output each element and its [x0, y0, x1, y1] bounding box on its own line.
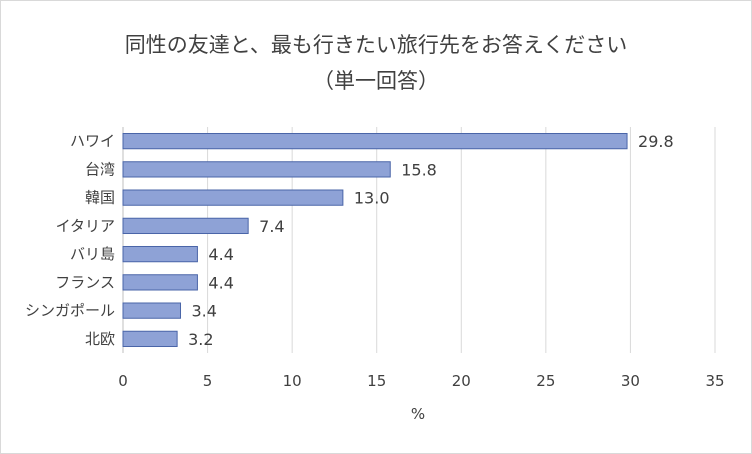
bar	[122, 330, 178, 348]
x-tick-label: 30	[621, 372, 640, 390]
data-label: 4.4	[208, 245, 233, 264]
category-label: 韓国	[85, 189, 115, 207]
x-tick-label: 25	[536, 372, 555, 390]
category-label: シンガポール	[25, 302, 115, 320]
x-tick-label: 35	[705, 372, 724, 390]
data-label: 4.4	[208, 273, 233, 292]
x-tick-label: 20	[452, 372, 471, 390]
bar	[122, 161, 391, 178]
data-label: 7.4	[259, 217, 284, 236]
x-tick-label: 0	[118, 372, 128, 390]
x-tick-label: 5	[203, 372, 213, 390]
x-tick-label: 15	[367, 372, 386, 390]
bar	[122, 189, 344, 206]
category-label: 台湾	[85, 160, 115, 178]
bar	[122, 217, 249, 235]
data-label: 3.4	[192, 302, 217, 321]
x-axis-label: %	[411, 405, 425, 423]
category-label: バリ島	[70, 245, 115, 263]
x-tick-label: 10	[283, 372, 302, 390]
bar	[122, 274, 198, 291]
category-label: 北欧	[85, 330, 115, 348]
data-label: 3.2	[188, 330, 213, 349]
bar	[122, 132, 628, 150]
data-label: 15.8	[401, 160, 437, 179]
category-label: イタリア	[56, 217, 115, 235]
chart-title: 同性の友達と、最も行きたい旅行先をお答えください	[124, 33, 628, 57]
bar	[122, 302, 182, 319]
category-label: フランス	[55, 273, 115, 291]
data-label: 29.8	[638, 132, 674, 151]
data-label: 13.0	[354, 189, 390, 208]
chart-subtitle: （単一回答）	[313, 69, 439, 93]
category-label: ハワイ	[70, 132, 115, 150]
bar	[122, 245, 198, 263]
